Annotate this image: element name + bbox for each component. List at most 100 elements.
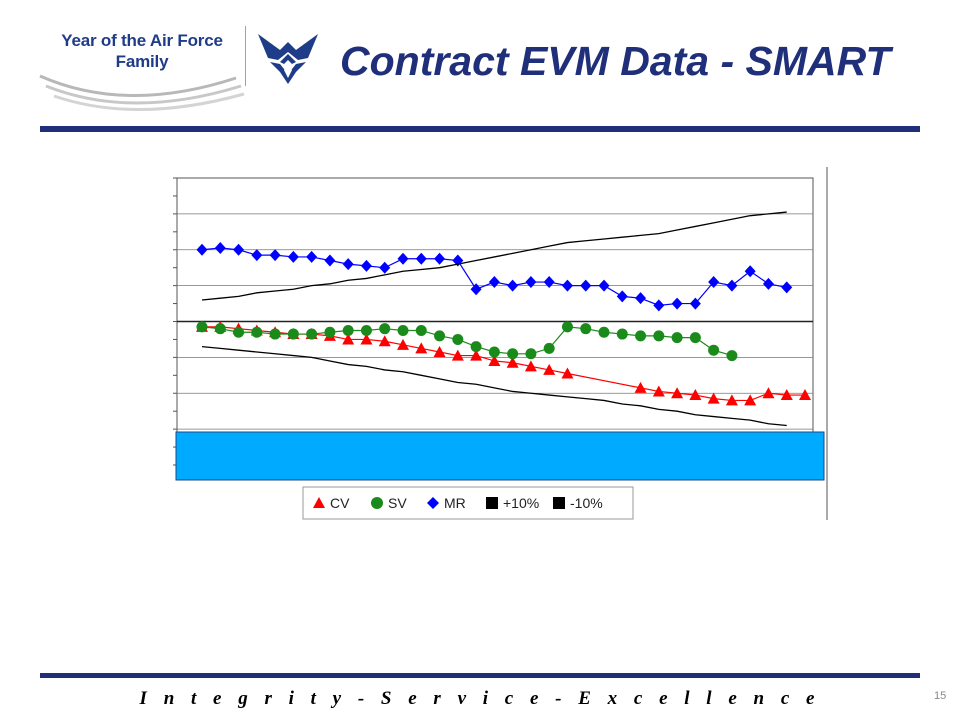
- series-sv: [196, 321, 738, 362]
- cv-point: [707, 392, 720, 404]
- sv-point: [196, 321, 208, 333]
- legend-label: MR: [444, 495, 466, 511]
- sv-point: [635, 330, 647, 342]
- mr-point: [379, 261, 391, 274]
- cv-point: [360, 333, 373, 345]
- cv-point: [561, 367, 574, 379]
- sv-point: [415, 324, 427, 336]
- mr-point: [360, 259, 372, 272]
- mr-point: [269, 249, 281, 262]
- sv-point: [379, 323, 391, 335]
- mr-point: [397, 252, 409, 265]
- slide-title: Contract EVM Data - SMART: [340, 38, 891, 84]
- redaction-overlay: [175, 431, 825, 481]
- legend-swatch-mr: [427, 497, 439, 509]
- legend-item: +10%: [486, 495, 539, 511]
- mr-point: [525, 276, 537, 289]
- sv-point: [561, 321, 573, 333]
- legend-item: CV: [313, 495, 350, 511]
- cv-point: [744, 394, 757, 406]
- cv-point: [652, 385, 665, 397]
- mr-point: [598, 279, 610, 292]
- mr-point: [415, 252, 427, 265]
- series-mr: [196, 241, 793, 312]
- legend-swatch-band: [553, 497, 565, 509]
- cv-point: [725, 394, 738, 406]
- mr-point: [671, 297, 683, 310]
- mr-point: [726, 279, 738, 292]
- mr-point: [214, 241, 226, 254]
- sv-point: [287, 328, 299, 340]
- sv-point: [269, 328, 281, 340]
- mr-point: [762, 277, 774, 290]
- legend-label: -10%: [570, 495, 603, 511]
- mr-point: [251, 249, 263, 262]
- sv-point: [653, 330, 665, 342]
- mr-point: [507, 279, 519, 292]
- mr-point: [653, 299, 665, 312]
- mr-point: [287, 250, 299, 263]
- mr-point: [306, 250, 318, 263]
- footer-motto: I n t e g r i t y - S e r v i c e - E x …: [139, 688, 821, 709]
- logo-divider: [245, 26, 246, 86]
- logo-line-1: Year of the Air Force: [61, 31, 223, 50]
- legend-swatch-sv: [371, 497, 383, 509]
- cv-point: [342, 333, 355, 345]
- cv-point: [506, 356, 519, 368]
- mr-point: [196, 243, 208, 256]
- series-plus-10: [201, 211, 787, 301]
- sv-point: [342, 324, 354, 336]
- cv-point: [543, 363, 556, 375]
- cv-point: [689, 389, 702, 401]
- sv-point: [580, 323, 592, 335]
- mr-point: [708, 276, 720, 289]
- legend-item: MR: [427, 495, 466, 511]
- year-of-air-force-family-logo: Year of the Air Force Family: [36, 22, 336, 117]
- sv-point: [598, 326, 610, 338]
- cv-point: [762, 387, 775, 399]
- sv-point: [470, 341, 482, 353]
- cv-point: [397, 338, 409, 350]
- sv-point: [360, 324, 372, 336]
- cv-point: [451, 349, 464, 361]
- mr-point: [635, 292, 647, 305]
- legend-swatch-cv: [313, 497, 325, 508]
- chart-legend: CV SV MR +10% -10%: [302, 486, 634, 520]
- sv-point: [251, 326, 263, 338]
- legend-box: [302, 486, 634, 520]
- cv-point: [488, 354, 501, 366]
- mr-point: [470, 283, 482, 296]
- legend-item: SV: [371, 495, 407, 511]
- mr-point: [488, 276, 500, 289]
- mr-point: [233, 243, 245, 256]
- header-rule: [40, 126, 920, 132]
- swoosh-graphic: [39, 74, 245, 111]
- sv-point: [434, 330, 446, 342]
- mr-point: [689, 297, 701, 310]
- series-line: [201, 345, 787, 427]
- evm-line-chart: CV SV MR +10% -10%: [173, 167, 828, 520]
- legend-label: SV: [388, 495, 407, 511]
- mr-point: [781, 281, 793, 294]
- sv-point: [452, 333, 464, 345]
- sv-point: [214, 323, 226, 335]
- sv-point: [233, 326, 245, 338]
- sv-point: [525, 348, 537, 360]
- sv-point: [488, 346, 500, 358]
- chart-series: [196, 211, 811, 427]
- cv-point: [415, 342, 428, 354]
- cv-point: [524, 360, 537, 372]
- chart-grid: [173, 167, 828, 520]
- air-force-emblem-icon: [258, 34, 318, 84]
- cv-point: [671, 387, 684, 399]
- cv-point: [470, 349, 483, 361]
- sv-point: [324, 326, 336, 338]
- sv-point: [507, 348, 519, 360]
- mr-point: [324, 254, 336, 267]
- legend-swatch-band: [486, 497, 498, 509]
- legend-item: -10%: [553, 495, 603, 511]
- cv-point: [634, 381, 647, 393]
- mr-point: [561, 279, 573, 292]
- mr-point: [744, 265, 756, 278]
- mr-point: [580, 279, 592, 292]
